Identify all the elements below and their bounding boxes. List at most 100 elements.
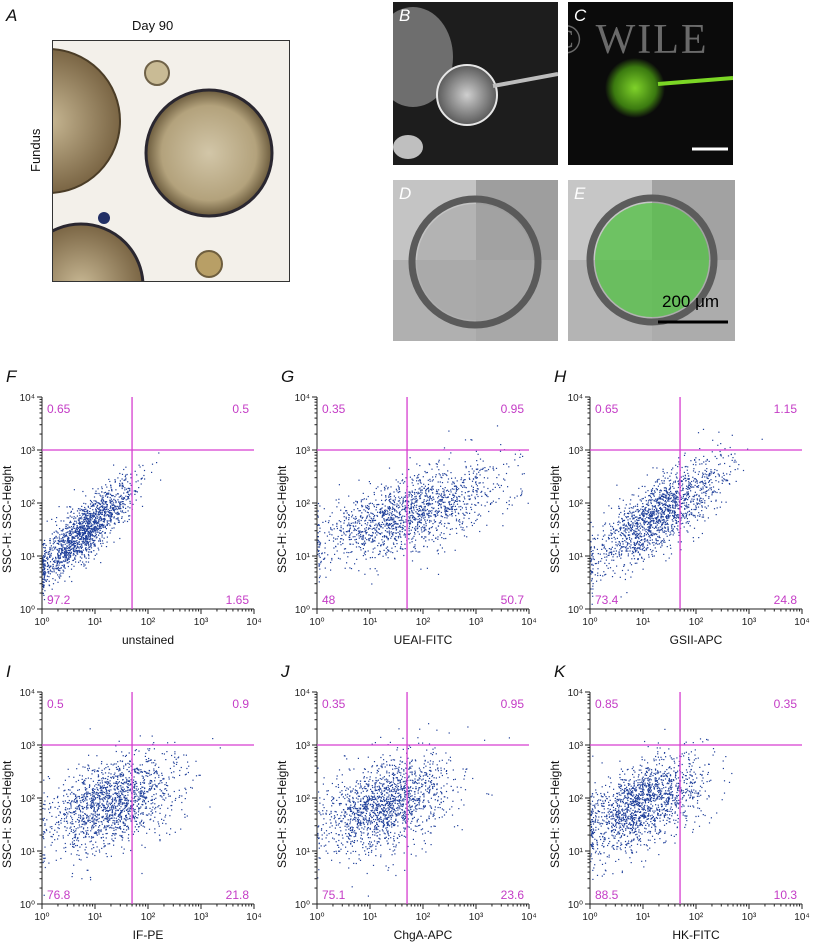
data-point bbox=[663, 487, 665, 489]
data-point bbox=[432, 492, 434, 494]
data-point bbox=[385, 547, 387, 549]
data-point bbox=[647, 541, 649, 543]
data-point bbox=[454, 495, 456, 497]
data-point bbox=[102, 503, 104, 505]
data-point bbox=[392, 504, 394, 506]
data-point bbox=[657, 521, 659, 523]
data-point bbox=[657, 515, 659, 517]
data-point bbox=[79, 556, 81, 558]
data-point bbox=[412, 502, 414, 504]
data-point bbox=[111, 508, 114, 510]
data-point bbox=[354, 522, 356, 524]
data-point bbox=[94, 521, 96, 523]
data-point bbox=[483, 486, 485, 488]
data-point bbox=[43, 546, 45, 549]
data-point bbox=[66, 551, 68, 554]
data-point bbox=[341, 534, 343, 536]
data-point bbox=[630, 540, 632, 542]
data-point bbox=[635, 523, 637, 525]
data-point bbox=[695, 505, 697, 507]
data-point bbox=[449, 508, 451, 510]
data-point bbox=[66, 506, 68, 508]
data-point bbox=[414, 546, 416, 548]
data-point bbox=[51, 571, 53, 573]
data-point bbox=[672, 495, 675, 497]
data-point bbox=[667, 514, 669, 516]
data-point bbox=[634, 550, 636, 552]
data-point bbox=[590, 560, 592, 562]
data-point bbox=[111, 495, 114, 497]
data-point bbox=[591, 603, 593, 605]
data-point bbox=[67, 554, 69, 556]
data-point bbox=[127, 493, 130, 495]
data-point bbox=[55, 556, 57, 558]
data-point bbox=[521, 492, 523, 494]
data-point bbox=[592, 572, 594, 574]
data-point bbox=[117, 507, 119, 509]
data-point bbox=[423, 514, 425, 516]
data-point bbox=[642, 497, 644, 500]
data-point bbox=[674, 517, 676, 519]
data-point bbox=[129, 482, 131, 485]
data-point bbox=[49, 542, 51, 544]
data-point bbox=[96, 522, 98, 524]
data-point bbox=[385, 535, 387, 537]
data-point bbox=[73, 541, 75, 543]
data-point bbox=[68, 526, 70, 528]
data-point bbox=[434, 521, 436, 523]
data-point bbox=[611, 552, 613, 554]
data-point bbox=[88, 555, 90, 557]
data-point bbox=[42, 569, 44, 571]
data-point bbox=[421, 506, 423, 508]
data-point bbox=[91, 505, 93, 507]
data-point bbox=[438, 493, 440, 495]
data-point bbox=[86, 525, 88, 527]
data-point bbox=[413, 491, 415, 494]
data-point bbox=[324, 567, 326, 569]
data-point bbox=[79, 532, 81, 534]
data-point bbox=[642, 513, 644, 516]
data-point bbox=[96, 529, 98, 531]
data-point bbox=[363, 498, 365, 500]
data-point bbox=[711, 451, 713, 453]
data-point bbox=[410, 503, 413, 505]
data-point bbox=[438, 503, 440, 505]
data-point bbox=[610, 507, 613, 509]
data-point bbox=[73, 565, 75, 567]
data-point bbox=[435, 493, 437, 495]
data-point bbox=[597, 568, 599, 570]
data-point bbox=[594, 538, 596, 540]
data-point bbox=[710, 473, 712, 475]
data-point bbox=[76, 510, 79, 512]
data-point bbox=[671, 530, 673, 532]
data-point bbox=[96, 516, 98, 518]
data-point bbox=[345, 510, 347, 512]
data-point bbox=[416, 508, 418, 511]
data-point bbox=[447, 510, 449, 512]
data-point bbox=[79, 508, 81, 510]
data-point bbox=[411, 501, 413, 503]
x-tick-label: 10¹ bbox=[88, 617, 103, 628]
data-point bbox=[57, 532, 59, 534]
data-point bbox=[670, 553, 673, 555]
data-point bbox=[446, 513, 448, 515]
data-point bbox=[693, 515, 695, 517]
data-point bbox=[672, 483, 674, 485]
data-point bbox=[647, 490, 649, 492]
data-point bbox=[659, 490, 661, 492]
data-point bbox=[691, 508, 693, 511]
data-point bbox=[51, 547, 53, 549]
data-point bbox=[438, 473, 440, 475]
data-point bbox=[72, 550, 74, 552]
data-point bbox=[387, 531, 389, 533]
data-point bbox=[695, 508, 697, 510]
data-point bbox=[592, 568, 594, 570]
data-point bbox=[428, 539, 430, 541]
data-point bbox=[129, 487, 131, 490]
data-point bbox=[128, 494, 130, 496]
data-point bbox=[701, 492, 703, 494]
data-point bbox=[394, 538, 396, 540]
data-point bbox=[85, 537, 87, 539]
data-point bbox=[362, 499, 364, 501]
data-point bbox=[397, 537, 400, 539]
